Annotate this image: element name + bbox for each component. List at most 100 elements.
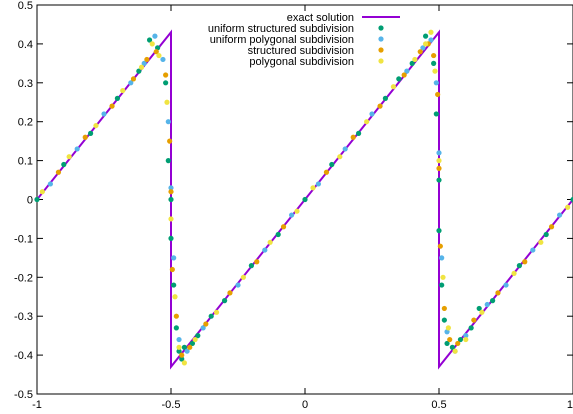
- y-tick-label: -0.2: [14, 272, 33, 284]
- data-point: [248, 263, 254, 269]
- data-point: [302, 196, 308, 203]
- data-point: [144, 56, 150, 63]
- data-point: [173, 325, 179, 331]
- data-point: [184, 348, 190, 354]
- data-point: [168, 185, 174, 191]
- data-point: [435, 91, 441, 98]
- data-point: [74, 146, 80, 152]
- data-point: [436, 150, 442, 156]
- data-point: [382, 95, 388, 101]
- series-2: [47, 33, 563, 354]
- legend-swatch: [378, 58, 384, 64]
- data-point: [136, 68, 142, 74]
- data-point: [47, 181, 54, 187]
- data-point: [192, 336, 198, 343]
- data-point: [66, 154, 72, 160]
- data-point: [34, 196, 40, 203]
- data-point: [173, 313, 179, 319]
- legend-label: exact solution: [287, 12, 354, 24]
- data-point: [172, 294, 178, 300]
- data-point: [160, 56, 166, 63]
- data-point: [141, 60, 147, 66]
- data-point: [447, 336, 453, 343]
- data-point: [412, 56, 418, 63]
- data-point: [436, 165, 442, 171]
- y-tick-label: 0.5: [18, 0, 33, 12]
- y-tick-label: 0.2: [18, 117, 33, 129]
- data-point: [168, 189, 174, 195]
- data-point: [440, 274, 446, 280]
- data-point: [503, 282, 509, 288]
- data-point: [439, 282, 445, 288]
- data-point: [511, 270, 517, 277]
- data-point: [262, 247, 268, 253]
- data-point: [82, 134, 88, 140]
- data-point: [433, 111, 439, 117]
- data-point: [203, 321, 209, 327]
- data-point: [109, 103, 115, 109]
- data-point: [181, 360, 187, 366]
- series-1: [34, 33, 573, 362]
- data-point: [436, 158, 442, 164]
- data-point: [342, 146, 348, 152]
- data-point: [337, 154, 343, 160]
- data-point: [423, 41, 429, 47]
- data-point: [114, 95, 120, 101]
- data-point: [476, 305, 482, 312]
- data-point: [55, 169, 62, 175]
- data-point: [436, 177, 442, 183]
- x-tick-label: -1: [32, 399, 42, 411]
- data-point: [428, 37, 434, 43]
- data-point: [449, 344, 455, 350]
- data-point: [364, 119, 370, 125]
- data-point: [428, 29, 434, 35]
- legend-label: polygonal subdivision: [249, 56, 354, 68]
- series-4: [39, 29, 571, 366]
- y-tick-label: 0: [27, 195, 33, 207]
- data-point: [294, 208, 300, 214]
- data-point: [548, 224, 555, 230]
- data-point: [138, 64, 145, 70]
- data-point: [254, 259, 260, 265]
- data-point: [530, 247, 536, 253]
- data-point: [522, 259, 528, 265]
- legend-label: structured subdivision: [248, 45, 354, 57]
- series-3: [55, 41, 555, 358]
- data-point: [235, 282, 241, 288]
- data-point: [168, 196, 174, 203]
- data-point: [267, 239, 273, 245]
- legend-label: uniform structured subdivision: [208, 23, 354, 35]
- series-layer: [34, 29, 573, 370]
- data-point: [275, 231, 281, 238]
- data-point: [176, 336, 182, 343]
- data-point: [167, 138, 173, 144]
- data-point: [310, 185, 316, 191]
- data-point: [417, 49, 423, 55]
- data-point: [538, 239, 544, 245]
- data-point: [101, 111, 107, 117]
- data-point: [93, 122, 99, 129]
- data-point: [455, 340, 461, 347]
- data-point: [213, 309, 220, 315]
- x-tick-label: 0: [302, 399, 308, 411]
- data-point: [169, 266, 175, 273]
- y-tick-label: -0.5: [14, 389, 33, 401]
- data-point: [156, 52, 162, 59]
- data-point: [176, 344, 182, 350]
- data-point: [441, 305, 447, 312]
- y-tick-label: -0.3: [14, 311, 33, 323]
- data-point: [181, 344, 187, 350]
- data-point: [61, 161, 67, 168]
- legend-swatch: [378, 25, 384, 31]
- data-point: [444, 340, 450, 347]
- data-point: [433, 80, 439, 86]
- data-point: [479, 309, 485, 315]
- data-point: [39, 189, 45, 195]
- data-point: [222, 298, 228, 304]
- data-point: [120, 87, 126, 94]
- data-point: [146, 37, 153, 43]
- y-tick-label: 0.4: [18, 39, 33, 51]
- legend-swatch: [378, 47, 384, 53]
- x-tick-label: -0.5: [162, 399, 181, 411]
